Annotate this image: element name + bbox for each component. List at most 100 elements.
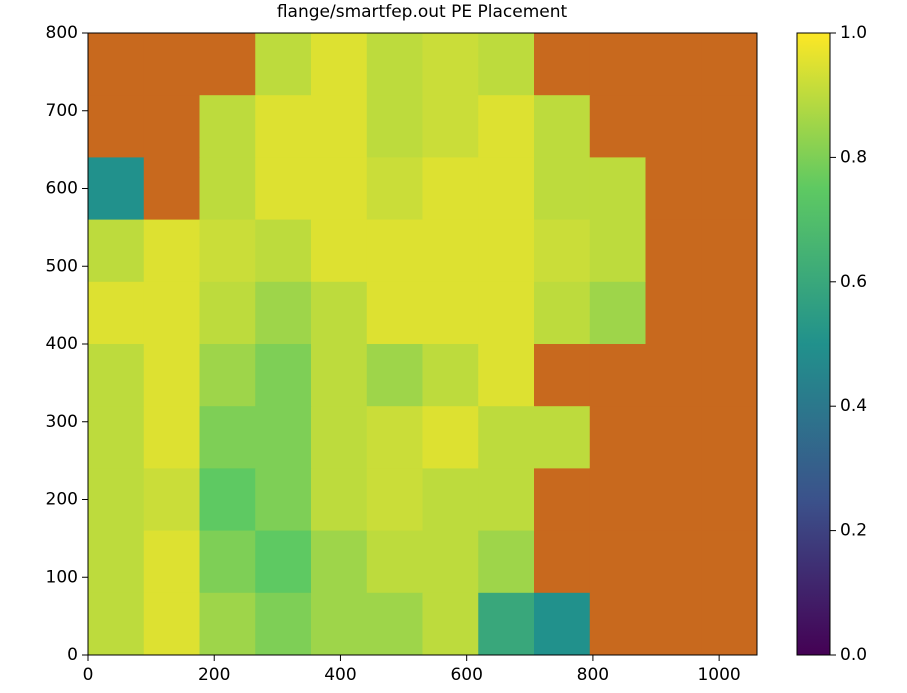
colorbar-tick-label: 0.4 bbox=[840, 396, 867, 416]
cell bbox=[422, 95, 479, 158]
masked-cell bbox=[589, 406, 646, 469]
cell bbox=[255, 95, 312, 158]
cell bbox=[422, 219, 479, 283]
cell bbox=[478, 344, 535, 407]
masked-cell bbox=[589, 468, 646, 532]
cell bbox=[422, 406, 479, 469]
y-tick-label: 700 bbox=[46, 101, 78, 121]
y-tick-label: 500 bbox=[46, 256, 78, 276]
masked-cell bbox=[701, 530, 758, 594]
masked-cell bbox=[88, 95, 145, 158]
cell bbox=[422, 157, 479, 221]
x-tick-label: 800 bbox=[577, 665, 609, 685]
cell bbox=[255, 157, 312, 221]
cell bbox=[199, 219, 256, 283]
y-tick-label: 200 bbox=[46, 490, 78, 510]
masked-cell bbox=[645, 95, 702, 158]
cell bbox=[199, 530, 256, 594]
cell bbox=[478, 592, 535, 656]
masked-cell bbox=[701, 344, 758, 407]
cell bbox=[255, 344, 312, 407]
cell bbox=[143, 406, 200, 469]
cell bbox=[422, 592, 479, 656]
cell bbox=[478, 219, 535, 283]
cell bbox=[366, 592, 423, 656]
cell bbox=[311, 219, 368, 283]
y-tick-label: 100 bbox=[46, 567, 78, 587]
x-tick-label: 400 bbox=[324, 665, 356, 685]
masked-cell bbox=[701, 592, 758, 656]
cell bbox=[589, 157, 646, 221]
masked-cell bbox=[645, 468, 702, 532]
x-tick-label: 600 bbox=[450, 665, 482, 685]
x-tick-label: 1000 bbox=[697, 665, 740, 685]
masked-cell bbox=[199, 33, 256, 96]
cell bbox=[422, 281, 479, 345]
y-tick-label: 800 bbox=[46, 23, 78, 43]
cell bbox=[366, 530, 423, 594]
cell bbox=[255, 468, 312, 532]
cell bbox=[478, 281, 535, 345]
cell bbox=[199, 468, 256, 532]
masked-cell bbox=[701, 157, 758, 221]
cell bbox=[199, 592, 256, 656]
cell bbox=[534, 592, 591, 656]
cell bbox=[255, 219, 312, 283]
cell bbox=[422, 33, 479, 96]
cell bbox=[366, 406, 423, 469]
cell bbox=[255, 530, 312, 594]
colorbar-tick-label: 0.0 bbox=[840, 645, 867, 665]
masked-cell bbox=[534, 468, 591, 532]
masked-cell bbox=[645, 157, 702, 221]
y-tick-label: 0 bbox=[67, 645, 78, 665]
cell bbox=[88, 157, 145, 221]
masked-cell bbox=[645, 530, 702, 594]
cell bbox=[199, 157, 256, 221]
masked-cell bbox=[88, 33, 145, 96]
cell bbox=[88, 219, 145, 283]
masked-cell bbox=[589, 33, 646, 96]
cell bbox=[88, 592, 145, 656]
cell bbox=[366, 468, 423, 532]
cell bbox=[534, 219, 591, 283]
cell bbox=[311, 530, 368, 594]
y-tick-label: 300 bbox=[46, 412, 78, 432]
cell bbox=[311, 344, 368, 407]
cell bbox=[311, 468, 368, 532]
cell bbox=[311, 281, 368, 345]
x-tick-label: 0 bbox=[83, 665, 94, 685]
colorbar-tick-label: 0.2 bbox=[840, 521, 867, 541]
cell bbox=[143, 530, 200, 594]
cell bbox=[478, 530, 535, 594]
cell bbox=[88, 344, 145, 407]
cell bbox=[422, 530, 479, 594]
masked-cell bbox=[645, 344, 702, 407]
x-tick-label: 200 bbox=[198, 665, 230, 685]
masked-cell bbox=[143, 157, 200, 221]
cell bbox=[366, 157, 423, 221]
cell bbox=[534, 157, 591, 221]
masked-cell bbox=[645, 406, 702, 469]
masked-cell bbox=[534, 33, 591, 96]
cell bbox=[199, 95, 256, 158]
cell bbox=[478, 33, 535, 96]
cell bbox=[534, 406, 591, 469]
cell bbox=[478, 95, 535, 158]
cell bbox=[143, 468, 200, 532]
cell bbox=[143, 344, 200, 407]
cell bbox=[478, 406, 535, 469]
chart-title: flange/smartfep.out PE Placement bbox=[277, 2, 568, 22]
cell bbox=[88, 281, 145, 345]
cell bbox=[143, 592, 200, 656]
masked-cell bbox=[701, 219, 758, 283]
cell bbox=[255, 33, 312, 96]
masked-cell bbox=[701, 406, 758, 469]
cell bbox=[366, 33, 423, 96]
cell bbox=[199, 406, 256, 469]
cell bbox=[199, 344, 256, 407]
cell bbox=[422, 344, 479, 407]
masked-cell bbox=[589, 344, 646, 407]
cell bbox=[422, 468, 479, 532]
masked-cell bbox=[645, 33, 702, 96]
